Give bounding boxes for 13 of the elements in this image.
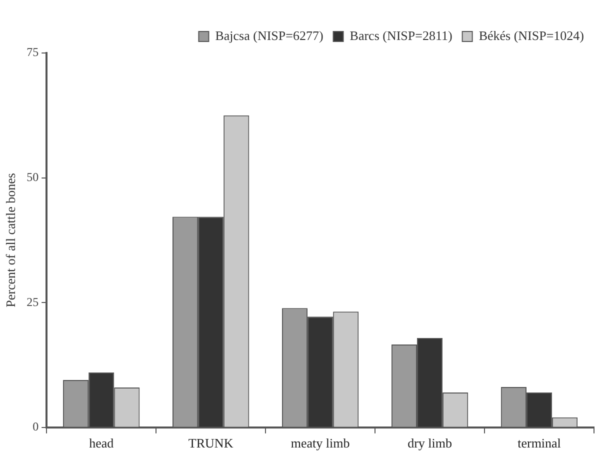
legend-label: Békés (NISP=1024) bbox=[478, 28, 584, 43]
x-tick-label: TRUNK bbox=[188, 436, 234, 451]
x-tick-label: terminal bbox=[518, 436, 562, 451]
y-tick-label: 25 bbox=[26, 294, 39, 309]
y-tick-label: 0 bbox=[32, 420, 39, 434]
y-tick-label: 75 bbox=[26, 45, 39, 60]
legend-label: Barcs (NISP=2811) bbox=[350, 28, 452, 43]
y-axis-title: Percent of all cattle bones bbox=[3, 173, 18, 308]
y-tick-label: 50 bbox=[26, 170, 39, 184]
x-tick-label: meaty limb bbox=[290, 436, 350, 451]
x-tick-label: dry limb bbox=[408, 436, 452, 451]
x-tick-label: head bbox=[89, 436, 114, 451]
legend-label: Bajcsa (NISP=6277) bbox=[215, 28, 324, 43]
